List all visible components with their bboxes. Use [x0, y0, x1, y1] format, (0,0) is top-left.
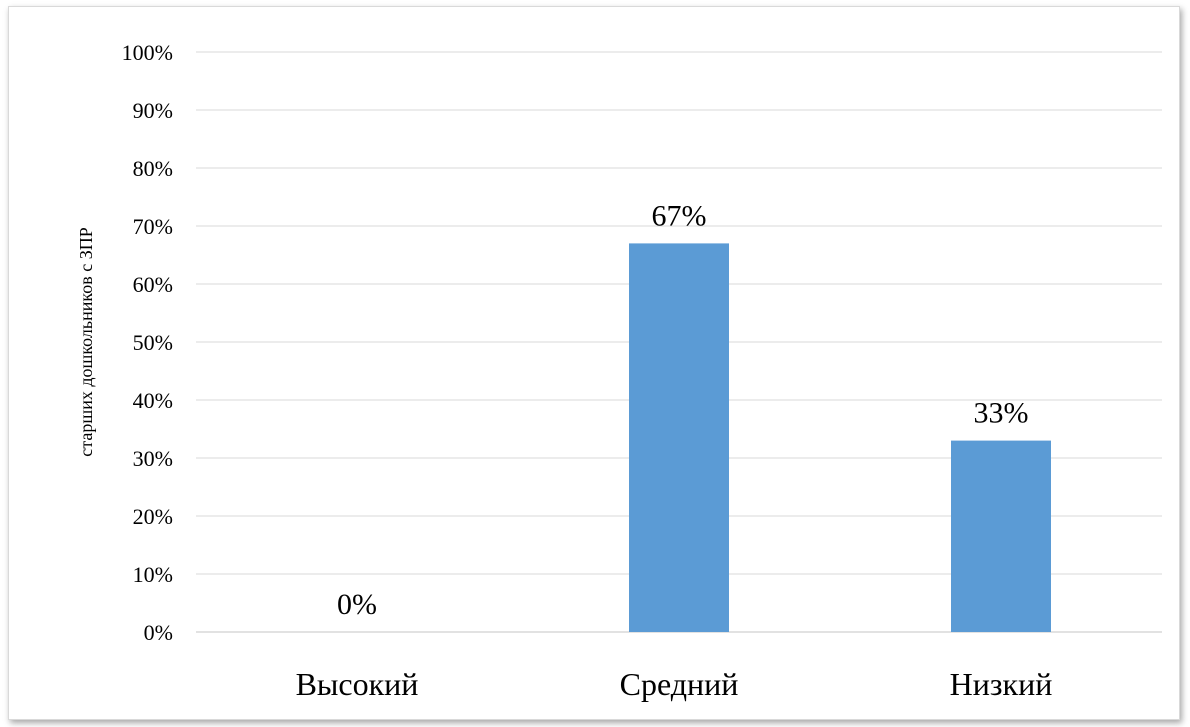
y-tick-label: 0%	[144, 620, 173, 645]
x-axis-categories: Высокий Средний Низкий	[296, 666, 1053, 702]
bars	[629, 243, 1051, 632]
data-label: 67%	[652, 199, 707, 232]
bar	[951, 440, 1051, 632]
x-category-label: Средний	[620, 666, 739, 702]
y-tick-label: 60%	[133, 272, 173, 297]
x-category-label: Высокий	[296, 666, 419, 702]
y-tick-label: 20%	[133, 504, 173, 529]
y-tick-label: 10%	[133, 562, 173, 587]
y-tick-label: 70%	[133, 214, 173, 239]
bar	[629, 243, 729, 632]
y-tick-label: 100%	[122, 40, 173, 65]
data-labels: 0% 67% 33%	[337, 199, 1029, 621]
data-label: 33%	[974, 397, 1029, 430]
y-axis-title: старших дошкольников с ЗПР	[76, 227, 96, 456]
y-tick-label: 80%	[133, 156, 173, 181]
y-tick-label: 50%	[133, 330, 173, 355]
x-category-label: Низкий	[950, 666, 1053, 702]
y-tick-label: 30%	[133, 446, 173, 471]
y-tick-label: 90%	[133, 98, 173, 123]
data-label: 0%	[337, 588, 377, 621]
y-tick-label: 40%	[133, 388, 173, 413]
y-axis-ticks: 0% 10% 20% 30% 40% 50% 60% 70% 80% 90% 100%	[122, 40, 173, 645]
